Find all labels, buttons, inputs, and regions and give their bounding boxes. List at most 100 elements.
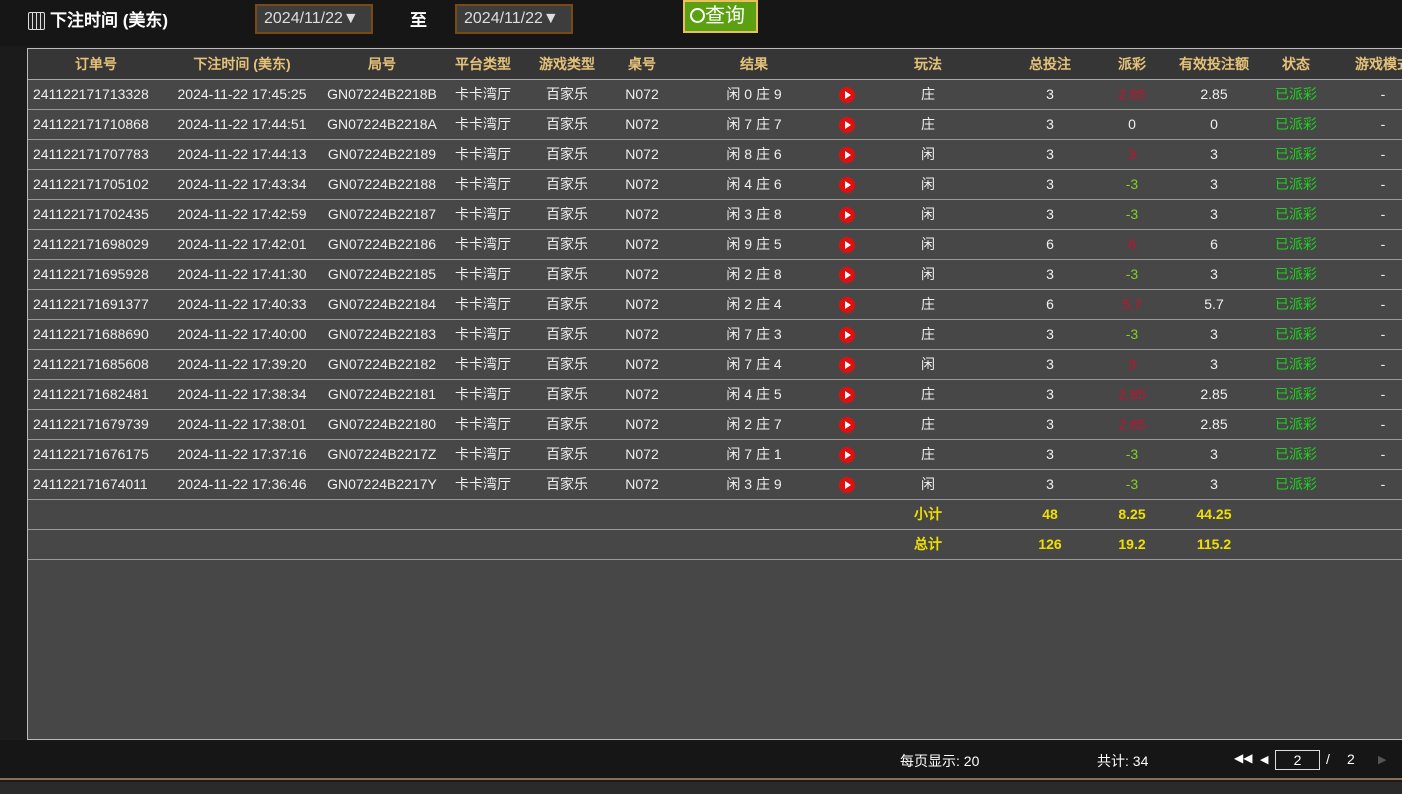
bet-time-cell: 2024-11-22 17:44:51 — [164, 109, 320, 140]
status-cell: 已派彩 — [1266, 319, 1326, 350]
column-header: 游戏模式 — [1326, 49, 1402, 80]
valid-bet-cell: 3 — [1162, 349, 1266, 380]
column-header: 订单号 — [28, 49, 164, 80]
empty-cell — [672, 529, 836, 560]
payout-cell: 2.85 — [1102, 379, 1162, 410]
table-row: 241122171682481 2024-11-22 17:38:34 GN0722… — [28, 379, 1402, 410]
payout-cell: 2.85 — [1102, 79, 1162, 110]
order-id-cell: 241122171688690 — [28, 319, 164, 350]
game-mode-cell: - — [1326, 289, 1402, 320]
game-mode-cell: - — [1326, 109, 1402, 140]
game-mode-cell: - — [1326, 229, 1402, 260]
platform-cell: 卡卡湾厅 — [444, 379, 522, 410]
bet-type-cell: 庄 — [858, 409, 998, 440]
play-replay-icon[interactable] — [839, 297, 855, 314]
query-button[interactable]: 查询 — [683, 0, 758, 33]
table-row: 241122171674011 2024-11-22 17:36:46 GN0722… — [28, 469, 1402, 500]
valid-bet-cell: 3 — [1162, 319, 1266, 350]
empty-cell — [444, 499, 522, 530]
search-icon — [690, 8, 705, 23]
total-bet-cell: 3 — [998, 139, 1102, 170]
play-cell — [836, 319, 858, 350]
bet-type-cell: 闲 — [858, 139, 998, 170]
result-cell: 闲 9 庄 5 — [672, 229, 836, 260]
play-replay-icon[interactable] — [839, 477, 855, 494]
end-date-select[interactable]: 2024/11/22▼ — [455, 4, 573, 34]
empty-cell — [28, 529, 164, 560]
bet-type-cell: 庄 — [858, 439, 998, 470]
page-input[interactable]: 2 — [1275, 750, 1320, 770]
total-total-bet: 126 — [998, 529, 1102, 560]
empty-cell — [1266, 499, 1326, 530]
order-id-cell: 241122171691377 — [28, 289, 164, 320]
play-cell — [836, 109, 858, 140]
play-replay-icon[interactable] — [839, 327, 855, 344]
bet-time-cell: 2024-11-22 17:37:16 — [164, 439, 320, 470]
status-cell: 已派彩 — [1266, 469, 1326, 500]
prev-page-icon[interactable]: ◀ — [1260, 754, 1269, 766]
play-replay-icon[interactable] — [839, 417, 855, 434]
game-type-cell: 百家乐 — [522, 79, 612, 110]
valid-bet-cell: 2.85 — [1162, 79, 1266, 110]
result-cell: 闲 7 庄 4 — [672, 349, 836, 380]
empty-cell — [836, 499, 858, 530]
game-mode-cell: - — [1326, 319, 1402, 350]
subtotal-label: 小计 — [858, 499, 998, 530]
valid-bet-cell: 3 — [1162, 139, 1266, 170]
first-page-icon[interactable]: ◀◀ — [1234, 751, 1253, 765]
table-row: 241122171705102 2024-11-22 17:43:34 GN0722… — [28, 169, 1402, 200]
bet-time-cell: 2024-11-22 17:42:59 — [164, 199, 320, 230]
result-cell: 闲 0 庄 9 — [672, 79, 836, 110]
valid-bet-cell: 3 — [1162, 169, 1266, 200]
play-replay-icon[interactable] — [839, 357, 855, 374]
filter-bar: 下注时间 (美东) 2024/11/22▼ 至 2024/11/22▼ 查询 — [0, 0, 1402, 46]
status-cell: 已派彩 — [1266, 409, 1326, 440]
bet-time-cell: 2024-11-22 17:44:13 — [164, 139, 320, 170]
round-id-cell: GN07224B22185 — [320, 259, 444, 290]
platform-cell: 卡卡湾厅 — [444, 469, 522, 500]
play-cell — [836, 439, 858, 470]
empty-cell — [1266, 529, 1326, 560]
play-replay-icon[interactable] — [839, 387, 855, 404]
play-replay-icon[interactable] — [839, 117, 855, 134]
platform-cell: 卡卡湾厅 — [444, 439, 522, 470]
payout-cell: -3 — [1102, 439, 1162, 470]
play-replay-icon[interactable] — [839, 237, 855, 254]
order-id-cell: 241122171713328 — [28, 79, 164, 110]
game-type-cell: 百家乐 — [522, 259, 612, 290]
table-row: 241122171688690 2024-11-22 17:40:00 GN0722… — [28, 319, 1402, 350]
table-id-cell: N072 — [612, 379, 672, 410]
bet-type-cell: 闲 — [858, 259, 998, 290]
bet-type-cell: 闲 — [858, 229, 998, 260]
empty-cell — [522, 529, 612, 560]
page-separator: / — [1326, 751, 1330, 767]
game-type-cell: 百家乐 — [522, 199, 612, 230]
bet-time-cell: 2024-11-22 17:41:30 — [164, 259, 320, 290]
play-replay-icon[interactable] — [839, 147, 855, 164]
play-replay-icon[interactable] — [839, 177, 855, 194]
table-id-cell: N072 — [612, 349, 672, 380]
column-header: 有效投注额 — [1162, 49, 1266, 80]
order-id-cell: 241122171679739 — [28, 409, 164, 440]
game-type-cell: 百家乐 — [522, 469, 612, 500]
next-page-icon[interactable]: ▶ — [1378, 754, 1387, 766]
column-header: 玩法 — [858, 49, 998, 80]
table-header: 订单号 下注时间 (美东) 局号 平台类型 游戏类型 桌号 结果 玩法 总投注 派彩 有效投注额 状态… — [28, 49, 1402, 80]
play-replay-icon[interactable] — [839, 267, 855, 284]
empty-cell — [836, 529, 858, 560]
start-date-select[interactable]: 2024/11/22▼ — [255, 4, 373, 34]
play-replay-icon[interactable] — [839, 87, 855, 104]
result-cell: 闲 7 庄 1 — [672, 439, 836, 470]
total-bet-cell: 3 — [998, 259, 1102, 290]
total-bet-cell: 3 — [998, 349, 1102, 380]
platform-cell: 卡卡湾厅 — [444, 109, 522, 140]
round-id-cell: GN07224B2218A — [320, 109, 444, 140]
column-header: 总投注 — [998, 49, 1102, 80]
play-replay-icon[interactable] — [839, 207, 855, 224]
game-type-cell: 百家乐 — [522, 439, 612, 470]
play-replay-icon[interactable] — [839, 447, 855, 464]
platform-cell: 卡卡湾厅 — [444, 289, 522, 320]
bet-time-cell: 2024-11-22 17:40:33 — [164, 289, 320, 320]
column-header — [836, 49, 858, 80]
payout-cell: -3 — [1102, 199, 1162, 230]
